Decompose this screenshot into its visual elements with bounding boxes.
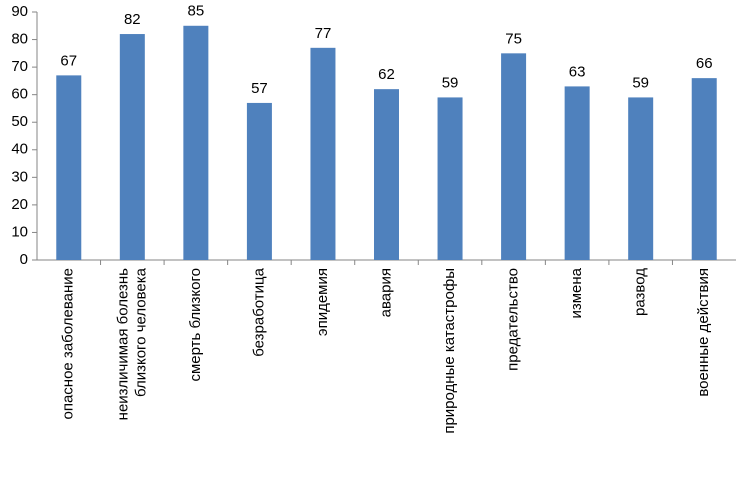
x-tick-label: опасное заболевание [60,268,77,420]
y-tick-label: 20 [11,196,28,213]
y-tick-label: 30 [11,168,28,185]
bar [501,53,527,261]
y-tick-label: 90 [11,3,28,20]
value-label: 63 [569,63,586,80]
x-tick-label: природные катастрофы [441,268,458,434]
y-tick-label: 70 [11,58,28,75]
x-tick-label: военные действия [695,268,712,397]
y-tick-label: 10 [11,223,28,240]
y-tick-label: 40 [11,141,28,158]
bar [437,97,463,260]
x-tick-label: безработица [250,267,267,356]
bar [374,89,399,261]
bar [246,102,272,260]
value-label: 59 [632,74,649,91]
x-tick-label: смерть близкого [187,268,204,382]
value-label: 67 [60,52,77,69]
y-tick-label: 60 [11,86,28,103]
value-label: 62 [378,66,395,83]
y-tick-label: 50 [11,113,28,130]
bar [564,86,590,261]
bar [310,47,336,261]
bar [119,34,145,260]
x-tick-label: измена [568,267,585,318]
value-label: 82 [124,11,141,28]
x-tick-label: развод [632,268,649,316]
y-tick-label: 80 [11,31,28,48]
x-tick-label: эпидемия [314,268,331,336]
bar [183,25,209,261]
bar [628,97,654,260]
value-label: 66 [696,55,713,72]
bar [56,75,82,260]
value-label: 85 [188,3,205,20]
x-tick-label: авария [377,268,394,317]
value-label: 57 [251,80,268,97]
x-tick-label: неизличимая болезньблизкого человека [114,267,149,420]
y-tick-label: 0 [20,251,28,268]
value-label: 59 [442,74,459,91]
value-label: 77 [315,25,332,42]
bar [691,78,717,260]
x-tick-label: предательство [505,268,522,371]
value-label: 75 [505,30,522,47]
